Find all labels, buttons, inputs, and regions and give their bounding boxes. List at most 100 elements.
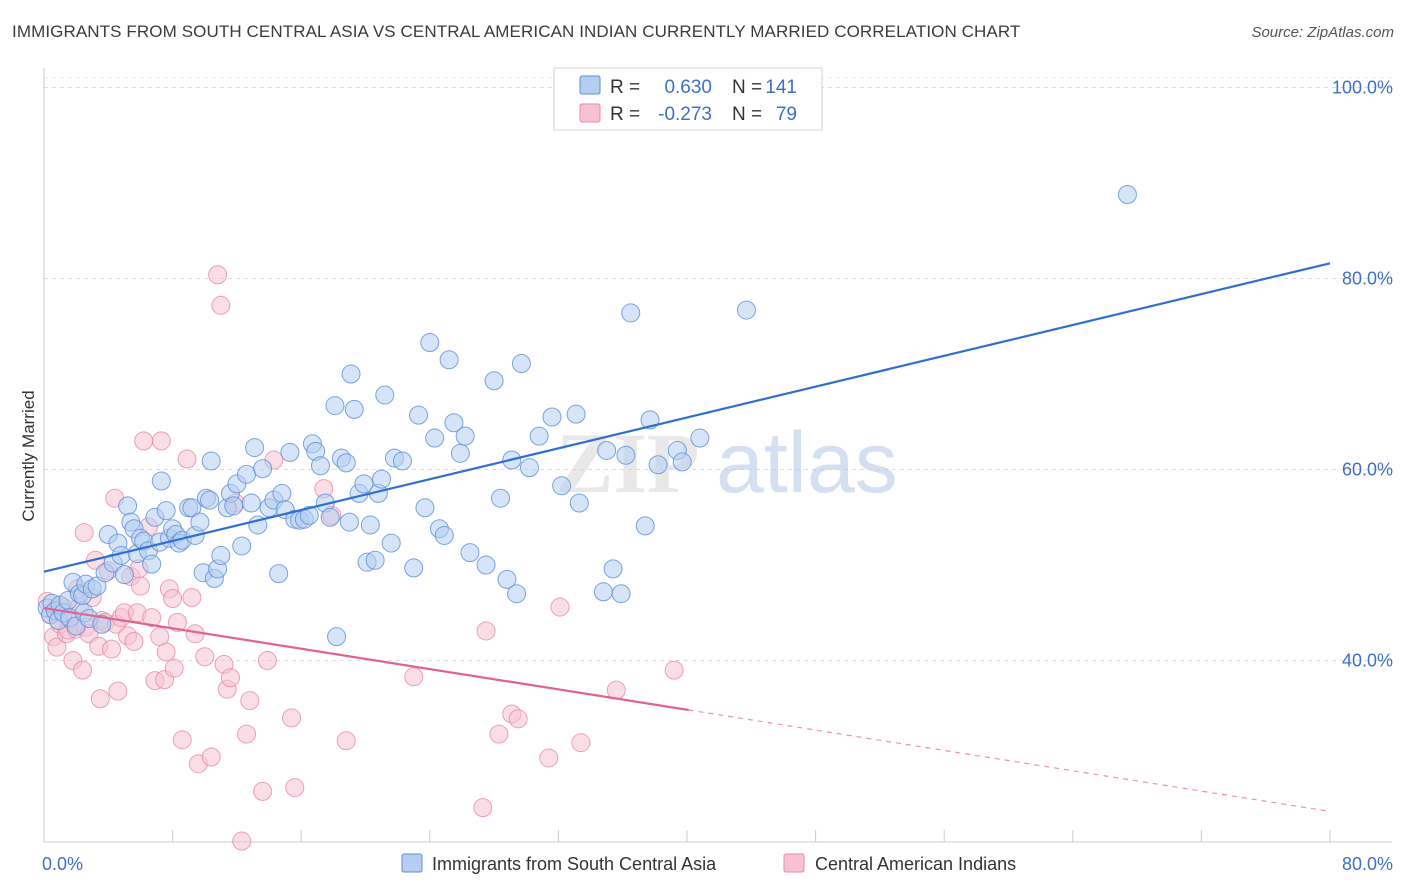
trend-line-pink — [43, 606, 689, 712]
point-blue-116 — [542, 407, 562, 427]
point-blue-48 — [200, 490, 220, 510]
point-pink-53 — [195, 647, 215, 667]
y-tick-labels: 100.0% 80.0% 60.0% 40.0% — [1332, 78, 1393, 671]
source-label: Source: ZipAtlas.com — [1251, 24, 1394, 41]
point-pink-48 — [172, 730, 192, 750]
point-pink-64 — [253, 781, 273, 801]
point-blue-128 — [648, 455, 668, 475]
chart-title: IMMIGRANTS FROM SOUTH CENTRAL ASIA VS CE… — [12, 22, 1021, 41]
point-pink-67 — [282, 708, 302, 728]
point-blue-103 — [444, 413, 464, 433]
point-pink-65 — [257, 651, 277, 671]
point-pink-79 — [550, 597, 570, 617]
legend-r-value-1: 0.630 — [664, 77, 712, 98]
point-pink-74 — [476, 621, 496, 641]
point-blue-123 — [611, 584, 631, 604]
point-blue-35 — [151, 471, 171, 491]
legend-n-value-2: 79 — [776, 104, 797, 125]
point-blue-68 — [280, 442, 300, 462]
point-pink-46 — [164, 658, 184, 678]
point-pink-62 — [237, 724, 257, 744]
point-pink-35 — [130, 576, 150, 596]
point-pink-50 — [182, 588, 202, 608]
point-blue-114 — [519, 458, 539, 478]
point-pink-45 — [163, 588, 183, 608]
point-blue-58 — [237, 464, 257, 484]
point-pink-55 — [208, 265, 228, 285]
y-tick-label-3: 40.0% — [1342, 651, 1393, 671]
point-blue-88 — [365, 550, 385, 570]
point-blue-107 — [476, 555, 496, 575]
point-blue-108 — [484, 371, 504, 391]
point-blue-97 — [415, 498, 435, 518]
point-blue-106 — [460, 543, 480, 563]
point-blue-18 — [92, 614, 112, 634]
point-pink-59 — [220, 668, 240, 688]
watermark-atlas: atlas — [716, 415, 898, 511]
point-blue-105 — [455, 426, 475, 446]
legend-r-label-1: R = — [610, 77, 640, 98]
legend-r-label-2: R = — [610, 104, 640, 125]
point-blue-65 — [269, 564, 289, 584]
point-pink-47 — [167, 612, 187, 632]
x-tick-labels: 0.0% 80.0% — [42, 854, 1393, 874]
point-blue-52 — [211, 546, 231, 565]
point-blue-32 — [142, 554, 162, 574]
point-blue-117 — [552, 476, 572, 496]
point-blue-121 — [597, 440, 617, 460]
point-blue-25 — [118, 496, 138, 516]
grid-lines — [44, 77, 1392, 662]
point-pink-36 — [134, 431, 154, 451]
series-label-pink: Central American Indians — [815, 854, 1016, 874]
point-blue-118 — [566, 404, 586, 424]
y-tick-label-2: 60.0% — [1342, 460, 1393, 480]
point-blue-82 — [341, 364, 361, 384]
point-blue-112 — [507, 584, 527, 604]
y-axis-title: Currently Married — [19, 390, 38, 521]
point-blue-59 — [241, 493, 261, 513]
point-blue-62 — [253, 459, 273, 479]
point-pink-72 — [404, 667, 424, 687]
trend-line-pink-extension — [688, 709, 1331, 813]
point-blue-90 — [372, 469, 392, 489]
point-blue-115 — [529, 426, 549, 446]
point-blue-55 — [224, 496, 244, 516]
point-blue-57 — [232, 536, 252, 556]
x-tick-label-1: 80.0% — [1342, 854, 1393, 874]
point-blue-87 — [360, 515, 380, 535]
point-pink-56 — [211, 295, 231, 315]
point-pink-61 — [232, 831, 252, 851]
trend-line-blue — [43, 262, 1331, 573]
point-blue-126 — [635, 516, 655, 536]
legend-r-value-2: -0.273 — [658, 104, 712, 125]
correlation-legend: R = 0.630 N = 141 R = -0.273 N = 79 — [553, 67, 823, 131]
legend-n-label-2: N = — [732, 104, 762, 125]
point-blue-125 — [621, 303, 641, 323]
point-blue-78 — [325, 396, 345, 416]
point-blue-80 — [336, 453, 356, 473]
point-blue-72 — [299, 505, 319, 525]
point-blue-119 — [569, 493, 589, 513]
point-pink-71 — [336, 731, 356, 751]
point-blue-36 — [156, 501, 176, 521]
point-pink-24 — [102, 639, 122, 659]
point-pink-32 — [124, 631, 144, 651]
y-tick-label-1: 80.0% — [1342, 269, 1393, 289]
point-pink-80 — [571, 733, 591, 753]
point-blue-85 — [354, 474, 374, 494]
point-pink-49 — [177, 449, 197, 469]
point-blue-92 — [381, 533, 401, 553]
legend-n-label-1: N = — [732, 77, 762, 98]
point-blue-124 — [616, 445, 636, 465]
watermark: ZIP atlas — [556, 415, 898, 511]
legend-swatch-blue — [579, 75, 601, 95]
point-blue-132 — [736, 300, 756, 320]
point-blue-77 — [320, 507, 340, 527]
point-pink-27 — [108, 681, 128, 701]
point-blue-113 — [511, 354, 531, 374]
point-pink-82 — [664, 660, 684, 680]
point-pink-68 — [285, 778, 305, 798]
point-pink-3 — [47, 637, 67, 657]
point-blue-98 — [420, 333, 440, 353]
point-blue-83 — [344, 399, 364, 419]
